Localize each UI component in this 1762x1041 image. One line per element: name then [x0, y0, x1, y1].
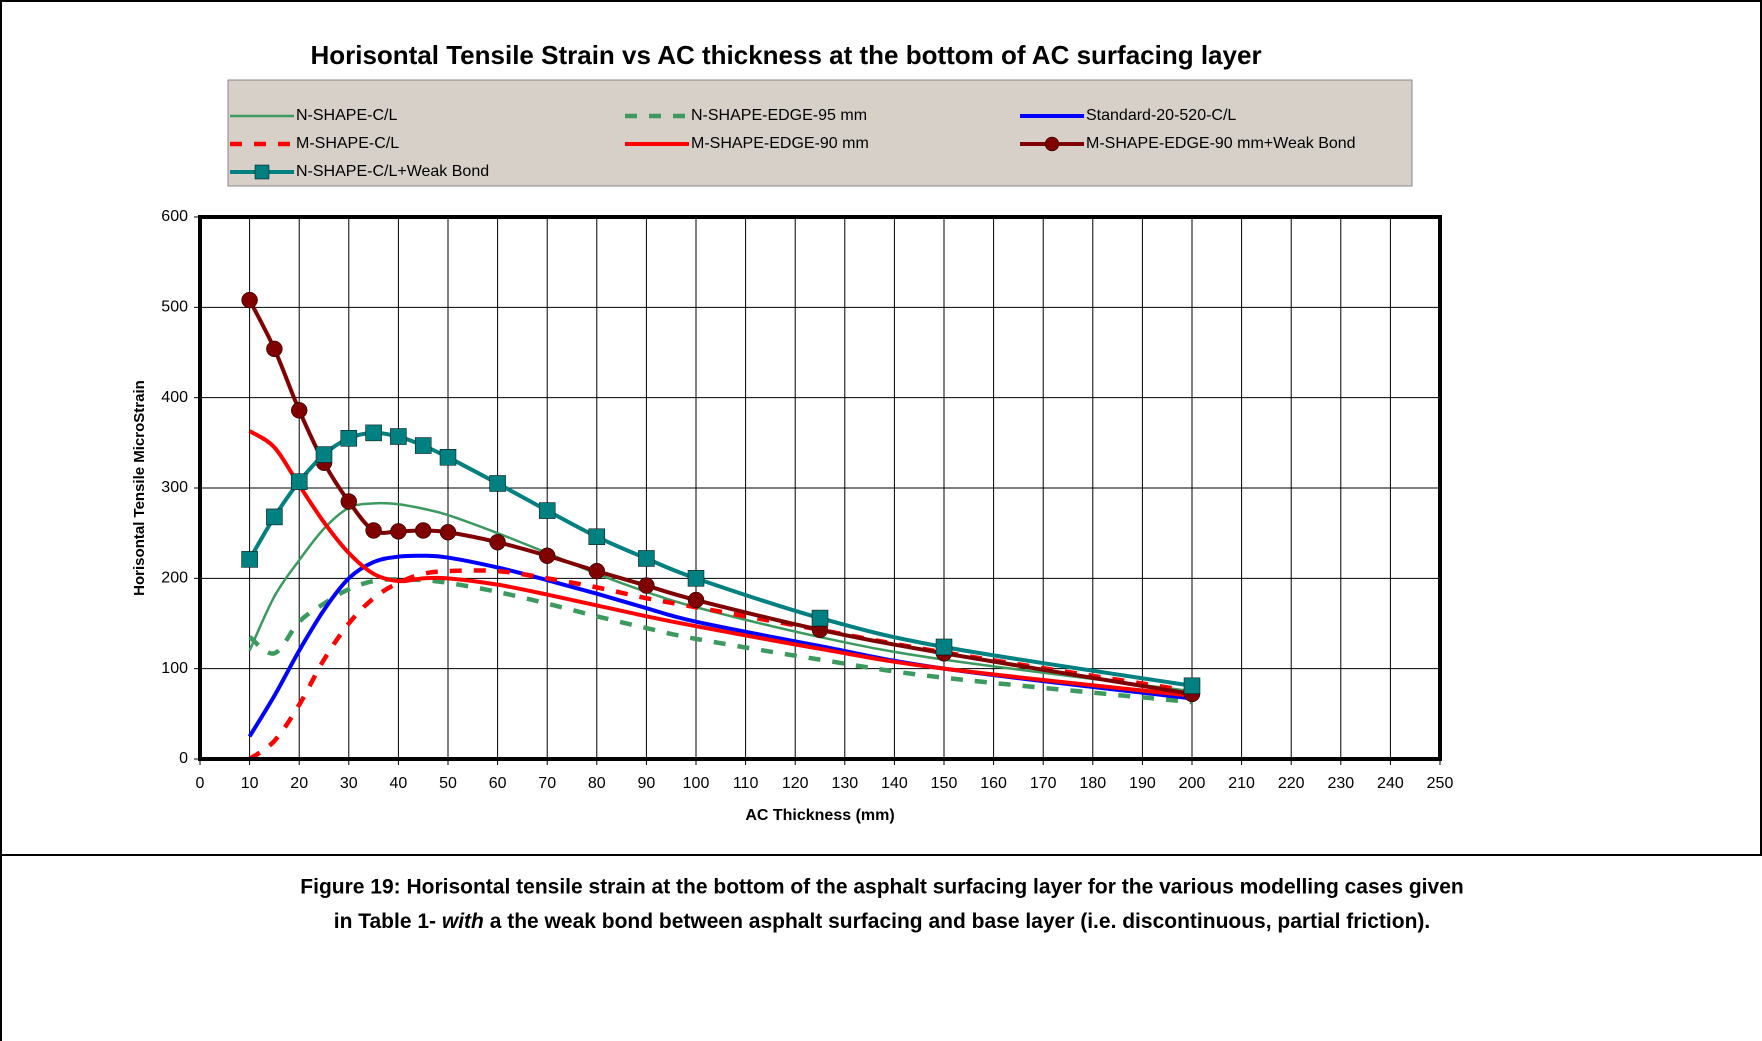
- x-tick-label: 0: [196, 775, 205, 792]
- legend-box: [227, 79, 1413, 187]
- marker: [290, 473, 308, 490]
- marker: [390, 428, 407, 445]
- x-tick-label: 240: [1377, 775, 1404, 792]
- caption-line: in Table 1- with a the weak bond between…: [334, 910, 1431, 933]
- marker: [439, 449, 457, 466]
- x-tick-label: 210: [1228, 775, 1255, 792]
- legend-marker: [254, 164, 270, 180]
- caption-text: in Table 1-: [334, 910, 442, 933]
- series-line: [247, 553, 1193, 738]
- legend-marker: [1044, 136, 1060, 152]
- x-tick-label: 190: [1129, 775, 1156, 792]
- y-tick-label: 100: [161, 660, 188, 677]
- marker: [588, 528, 606, 546]
- marker: [414, 437, 432, 454]
- marker: [638, 577, 655, 594]
- legend-label: N-SHAPE-C/L+Weak Bond: [296, 163, 489, 180]
- y-tick-label: 400: [161, 389, 188, 406]
- marker: [266, 508, 283, 526]
- marker: [538, 502, 556, 519]
- marker: [266, 340, 283, 358]
- marker: [340, 430, 358, 447]
- y-tick-label: 600: [161, 208, 188, 225]
- marker: [390, 523, 407, 540]
- y-axis-label: Horisontal Tensile MicroStrain: [131, 380, 148, 596]
- x-tick-label: 120: [782, 775, 809, 792]
- marker: [414, 522, 432, 539]
- x-tick-label: 40: [390, 775, 408, 792]
- legend-label: N-SHAPE-C/L: [296, 107, 397, 124]
- x-tick-label: 90: [638, 775, 656, 792]
- x-tick-label: 80: [588, 775, 606, 792]
- y-tick-label: 500: [161, 299, 188, 316]
- marker: [489, 475, 506, 492]
- legend-label: M-SHAPE-EDGE-90 mm: [691, 135, 869, 152]
- marker: [241, 551, 258, 568]
- chart-title: Horisontal Tensile Strain vs AC thicknes…: [310, 40, 1261, 70]
- x-tick-label: 140: [881, 775, 908, 792]
- marker: [365, 424, 382, 442]
- x-tick-label: 170: [1030, 775, 1057, 792]
- x-tick-label: 160: [980, 775, 1007, 792]
- x-tick-label: 30: [340, 775, 358, 792]
- x-tick-label: 110: [733, 775, 759, 792]
- x-tick-label: 60: [489, 775, 507, 792]
- x-tick-label: 70: [538, 775, 556, 792]
- y-tick-label: 300: [161, 479, 188, 496]
- marker: [588, 562, 606, 580]
- x-tick-label: 20: [290, 775, 308, 792]
- plot-border: [198, 215, 1442, 761]
- caption-line: Figure 19: Horisontal tensile strain at …: [300, 876, 1463, 899]
- x-tick-label: 200: [1179, 775, 1206, 792]
- x-tick-label: 220: [1278, 775, 1305, 792]
- marker: [489, 533, 506, 551]
- marker: [315, 446, 333, 463]
- marker: [365, 522, 382, 539]
- marker: [935, 638, 953, 656]
- series-line: [248, 576, 1193, 705]
- x-tick-label: 130: [831, 775, 858, 792]
- x-tick-label: 100: [683, 775, 710, 792]
- y-tick-label: 0: [179, 750, 188, 767]
- x-tick-label: 180: [1079, 775, 1106, 792]
- legend-label: M-SHAPE-EDGE-90 mm+Weak Bond: [1086, 135, 1356, 152]
- legend-label: Standard-20-520-C/L: [1086, 107, 1236, 124]
- legend-label: N-SHAPE-EDGE-95 mm: [691, 107, 867, 124]
- marker: [439, 524, 457, 541]
- marker: [1183, 677, 1201, 695]
- x-tick-label: 10: [241, 775, 259, 792]
- marker: [687, 570, 705, 587]
- series-line: [248, 429, 1193, 698]
- x-tick-label: 150: [931, 775, 958, 792]
- x-tick-label: 50: [439, 775, 457, 792]
- marker: [241, 291, 258, 309]
- marker: [290, 402, 308, 419]
- x-axis-label: AC Thickness (mm): [745, 807, 894, 824]
- marker: [638, 550, 655, 567]
- marker: [687, 591, 705, 609]
- marker: [538, 547, 556, 564]
- caption-text: a the weak bond between asphalt surfacin…: [484, 910, 1430, 933]
- y-tick-label: 200: [161, 570, 188, 587]
- series-line: [248, 501, 1193, 693]
- legend-label: M-SHAPE-C/L: [296, 135, 399, 152]
- marker: [811, 609, 829, 627]
- x-tick-label: 230: [1327, 775, 1354, 792]
- x-tick-label: 250: [1427, 775, 1454, 792]
- caption-emphasis: with: [442, 910, 484, 933]
- marker: [340, 493, 358, 510]
